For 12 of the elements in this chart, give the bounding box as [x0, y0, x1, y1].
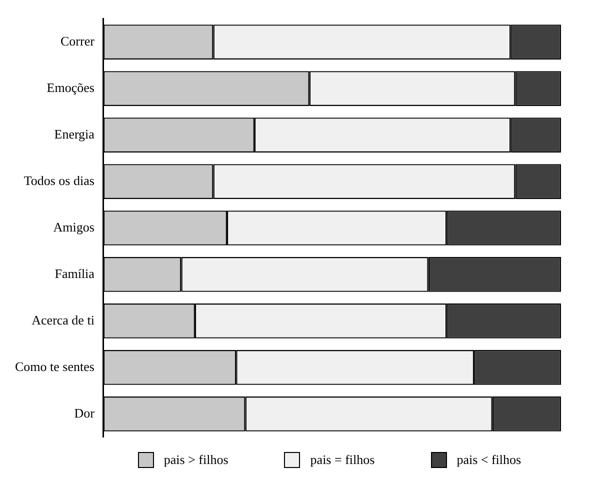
y-tick-label: Como te sentes [14, 358, 94, 374]
series-label: pais = filhos [310, 452, 375, 468]
y-tick-label: Amigos [53, 219, 94, 234]
legend-label: pais > filhos [164, 452, 228, 468]
y-tick-label: Todos os dias [24, 172, 94, 188]
y-tick-label: Dor [74, 405, 96, 420]
y-tick-label: Correr [60, 33, 96, 48]
y-tick-label: Energia [54, 126, 95, 142]
y-tick-label: Acerca de ti [32, 312, 95, 328]
y-tick-label: Emoções [46, 80, 94, 95]
y-tick-label: Família [54, 266, 95, 281]
legend-label: pais < filhos [456, 452, 522, 468]
